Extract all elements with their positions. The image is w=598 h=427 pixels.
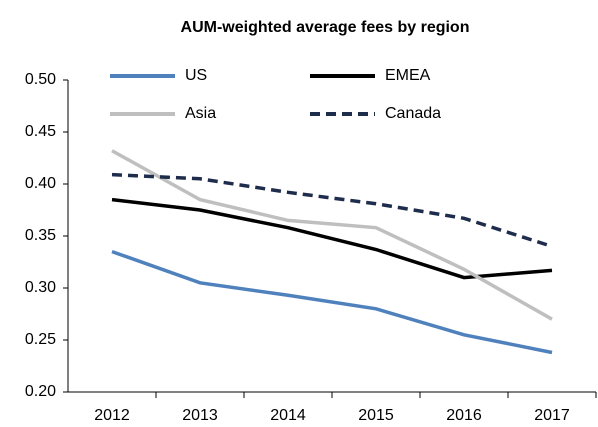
x-tick-label: 2016 [446,407,482,424]
x-tick-label: 2013 [182,407,218,424]
y-tick-label: 0.25 [25,331,56,348]
series-line [111,249,553,355]
x-tick-label: 2012 [94,407,130,424]
legend-label: Asia [185,105,216,122]
series-line [111,149,553,321]
y-tick-label: 0.30 [25,279,56,296]
legend-label: Canada [385,105,441,122]
y-tick-label: 0.40 [25,175,56,192]
y-tick-label: 0.50 [25,71,56,88]
y-tick-label: 0.20 [25,383,56,400]
y-tick-label: 0.45 [25,123,56,140]
legend-label: EMEA [385,67,431,84]
x-tick-label: 2017 [534,407,570,424]
series-line [111,172,553,249]
chart-title: AUM-weighted average fees by region [181,19,470,36]
series-line [111,197,553,280]
x-tick-label: 2015 [358,407,394,424]
x-tick-label: 2014 [270,407,306,424]
y-tick-label: 0.35 [25,227,56,244]
legend-label: US [185,67,207,84]
